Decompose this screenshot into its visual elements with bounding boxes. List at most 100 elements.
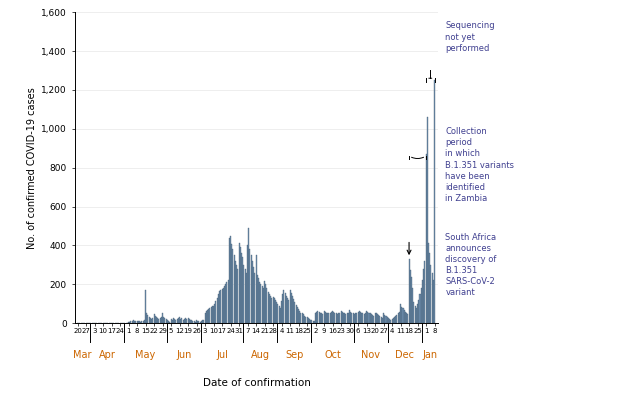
Bar bbox=[404, 309, 405, 323]
Bar bbox=[401, 307, 403, 323]
Bar bbox=[220, 290, 222, 323]
Bar bbox=[367, 311, 368, 323]
Bar bbox=[405, 311, 406, 323]
Bar bbox=[304, 316, 305, 323]
Bar bbox=[326, 313, 327, 323]
Bar bbox=[344, 314, 345, 323]
Bar bbox=[279, 306, 280, 323]
Bar bbox=[327, 313, 328, 323]
Bar bbox=[160, 318, 161, 323]
Bar bbox=[339, 313, 341, 323]
Bar bbox=[275, 300, 276, 323]
Bar bbox=[162, 314, 163, 323]
Bar bbox=[424, 261, 425, 323]
Bar bbox=[338, 314, 339, 323]
Bar bbox=[334, 313, 336, 323]
Bar bbox=[246, 273, 247, 323]
Bar bbox=[185, 318, 186, 323]
Bar bbox=[416, 308, 417, 323]
Bar bbox=[247, 245, 248, 323]
Text: Sep: Sep bbox=[285, 349, 304, 360]
Bar bbox=[343, 313, 344, 323]
Bar bbox=[330, 313, 331, 323]
Bar bbox=[421, 288, 422, 323]
Bar bbox=[175, 320, 177, 323]
Bar bbox=[241, 253, 242, 323]
Bar bbox=[173, 318, 174, 323]
Bar bbox=[271, 298, 272, 323]
Text: Jan: Jan bbox=[423, 349, 438, 360]
Bar bbox=[412, 288, 413, 323]
Text: Sequencing
not yet
performed: Sequencing not yet performed bbox=[446, 21, 495, 53]
Bar bbox=[362, 314, 364, 323]
Bar bbox=[433, 280, 434, 323]
Bar bbox=[203, 320, 204, 323]
Bar bbox=[135, 321, 136, 323]
Bar bbox=[270, 296, 271, 323]
Bar bbox=[336, 314, 337, 323]
Bar bbox=[287, 298, 288, 323]
Bar bbox=[303, 314, 304, 323]
Bar bbox=[365, 314, 366, 323]
Bar bbox=[179, 318, 180, 323]
Bar bbox=[150, 318, 151, 323]
Bar bbox=[308, 318, 309, 323]
Bar bbox=[258, 278, 259, 323]
Bar bbox=[146, 314, 147, 323]
Bar bbox=[163, 318, 164, 323]
Bar bbox=[355, 314, 356, 323]
Bar bbox=[292, 296, 293, 323]
Bar bbox=[359, 311, 360, 323]
Bar bbox=[191, 320, 192, 323]
Text: Collection
period
in which
B.1.351 variants
have been
identified
in Zambia: Collection period in which B.1.351 varia… bbox=[446, 127, 515, 203]
Bar bbox=[274, 298, 275, 323]
Bar bbox=[400, 304, 401, 323]
Bar bbox=[276, 302, 277, 323]
Bar bbox=[138, 321, 139, 323]
Bar bbox=[213, 306, 214, 323]
Bar bbox=[277, 304, 279, 323]
Bar bbox=[233, 255, 235, 323]
Bar bbox=[156, 318, 157, 323]
Bar bbox=[373, 316, 374, 323]
Bar bbox=[427, 117, 428, 323]
Bar bbox=[230, 236, 231, 323]
Text: South Africa
announces
discovery of
B.1.351
SARS-CoV-2
variant: South Africa announces discovery of B.1.… bbox=[446, 233, 497, 297]
Bar bbox=[202, 320, 203, 323]
Bar bbox=[217, 298, 218, 323]
Bar bbox=[231, 244, 232, 323]
Bar bbox=[196, 320, 197, 323]
Bar bbox=[314, 321, 315, 323]
Bar bbox=[260, 284, 262, 323]
Bar bbox=[224, 286, 225, 323]
Bar bbox=[212, 306, 213, 323]
Bar bbox=[419, 294, 421, 323]
Bar bbox=[195, 322, 196, 323]
Bar bbox=[237, 269, 239, 323]
Bar bbox=[151, 319, 152, 323]
Bar bbox=[417, 304, 418, 323]
Bar bbox=[157, 318, 158, 323]
Text: Oct: Oct bbox=[324, 349, 341, 360]
Bar bbox=[269, 294, 270, 323]
Bar bbox=[144, 320, 145, 323]
Bar bbox=[281, 301, 282, 323]
Bar bbox=[382, 318, 383, 323]
Bar bbox=[331, 311, 332, 323]
Bar bbox=[174, 319, 175, 323]
Bar bbox=[399, 311, 400, 323]
Bar bbox=[192, 321, 193, 323]
Bar bbox=[222, 289, 223, 323]
Bar bbox=[206, 311, 207, 323]
Bar bbox=[153, 314, 155, 323]
Bar bbox=[152, 318, 153, 323]
Bar bbox=[225, 284, 226, 323]
Bar bbox=[298, 309, 299, 323]
Bar bbox=[418, 300, 419, 323]
Bar bbox=[193, 321, 195, 323]
Bar bbox=[158, 319, 160, 323]
Bar bbox=[360, 311, 361, 323]
Bar bbox=[300, 313, 302, 323]
Bar bbox=[381, 318, 382, 323]
Bar bbox=[242, 257, 244, 323]
